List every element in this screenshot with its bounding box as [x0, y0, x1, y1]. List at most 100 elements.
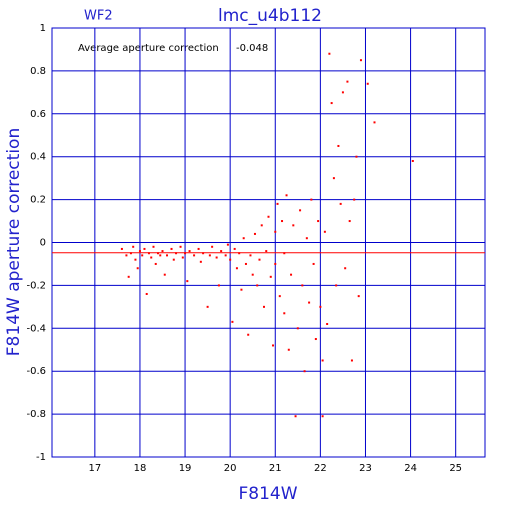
- point: [163, 273, 166, 276]
- point: [278, 295, 281, 298]
- point: [321, 415, 324, 418]
- x-tick-label: 24: [404, 463, 417, 474]
- point: [357, 295, 360, 298]
- point: [172, 258, 175, 261]
- y-tick-label: -0.4: [26, 323, 46, 334]
- point: [314, 338, 317, 341]
- point: [323, 230, 326, 233]
- point: [272, 344, 275, 347]
- point: [290, 273, 293, 276]
- point: [235, 267, 238, 270]
- y-tick-label: 0.6: [30, 109, 46, 120]
- point: [141, 254, 144, 257]
- point: [317, 220, 320, 223]
- point: [217, 284, 220, 287]
- point: [328, 52, 331, 55]
- point: [335, 284, 338, 287]
- point: [220, 250, 223, 253]
- point: [332, 177, 335, 180]
- point: [265, 250, 268, 253]
- point: [310, 198, 313, 201]
- x-tick-label: 17: [88, 463, 101, 474]
- point: [197, 247, 200, 250]
- point: [125, 254, 128, 257]
- point: [299, 209, 302, 212]
- point: [129, 252, 132, 255]
- y-tick-label: 0: [40, 238, 46, 249]
- y-tick-label: -0.6: [26, 366, 46, 377]
- x-tick-label: 22: [314, 463, 327, 474]
- point: [303, 370, 306, 373]
- point: [188, 250, 191, 253]
- point: [350, 359, 353, 362]
- y-axis-label: F814W aperture correction: [4, 128, 24, 356]
- y-tick-label: -0.8: [26, 409, 46, 420]
- y-tick-label: 1: [40, 23, 46, 34]
- point: [267, 215, 270, 218]
- point: [411, 159, 414, 162]
- x-axis-label: F814W: [238, 484, 297, 504]
- point: [312, 262, 315, 265]
- point: [301, 284, 304, 287]
- chart-title: lmc_u4b112: [218, 6, 322, 26]
- point: [244, 262, 247, 265]
- point: [308, 301, 311, 304]
- point: [319, 305, 322, 308]
- point: [321, 359, 324, 362]
- x-tick-label: 25: [449, 463, 462, 474]
- point: [339, 202, 342, 205]
- point: [256, 284, 259, 287]
- point: [346, 80, 349, 83]
- point: [253, 232, 256, 235]
- point: [211, 245, 214, 248]
- point: [247, 333, 250, 336]
- point: [238, 252, 241, 255]
- x-tick-label: 21: [269, 463, 282, 474]
- point: [224, 254, 227, 257]
- point: [143, 247, 146, 250]
- point: [274, 262, 277, 265]
- point: [215, 256, 218, 259]
- annotation-value: -0.048: [236, 43, 268, 54]
- point: [145, 292, 148, 295]
- point: [274, 230, 277, 233]
- point: [242, 237, 245, 240]
- point: [120, 247, 123, 250]
- point: [150, 256, 153, 259]
- point: [330, 102, 333, 105]
- point: [285, 194, 288, 197]
- point: [179, 245, 182, 248]
- point: [283, 312, 286, 315]
- x-tick-label: 23: [359, 463, 372, 474]
- point: [226, 243, 229, 246]
- x-tick-label: 20: [224, 463, 237, 474]
- point: [337, 144, 340, 147]
- point: [348, 220, 351, 223]
- point: [260, 224, 263, 227]
- point: [249, 254, 252, 257]
- point: [199, 260, 202, 263]
- point: [147, 252, 150, 255]
- point: [240, 288, 243, 291]
- point: [229, 258, 232, 261]
- point: [294, 415, 297, 418]
- point: [152, 245, 155, 248]
- point: [184, 252, 187, 255]
- point: [186, 280, 189, 283]
- y-tick-label: 0.2: [30, 195, 46, 206]
- x-tick-label: 19: [179, 463, 192, 474]
- point: [276, 202, 279, 205]
- y-tick-label: 0.8: [30, 66, 46, 77]
- point: [170, 247, 173, 250]
- point: [206, 305, 209, 308]
- point: [175, 252, 178, 255]
- point: [366, 82, 369, 85]
- y-tick-label: 0.4: [30, 152, 46, 163]
- point: [202, 252, 205, 255]
- point: [208, 254, 211, 257]
- point: [305, 237, 308, 240]
- point: [181, 256, 184, 259]
- y-tick-label: -0.2: [26, 280, 46, 291]
- point: [154, 262, 157, 265]
- annotation: Average aperture correction: [78, 43, 219, 54]
